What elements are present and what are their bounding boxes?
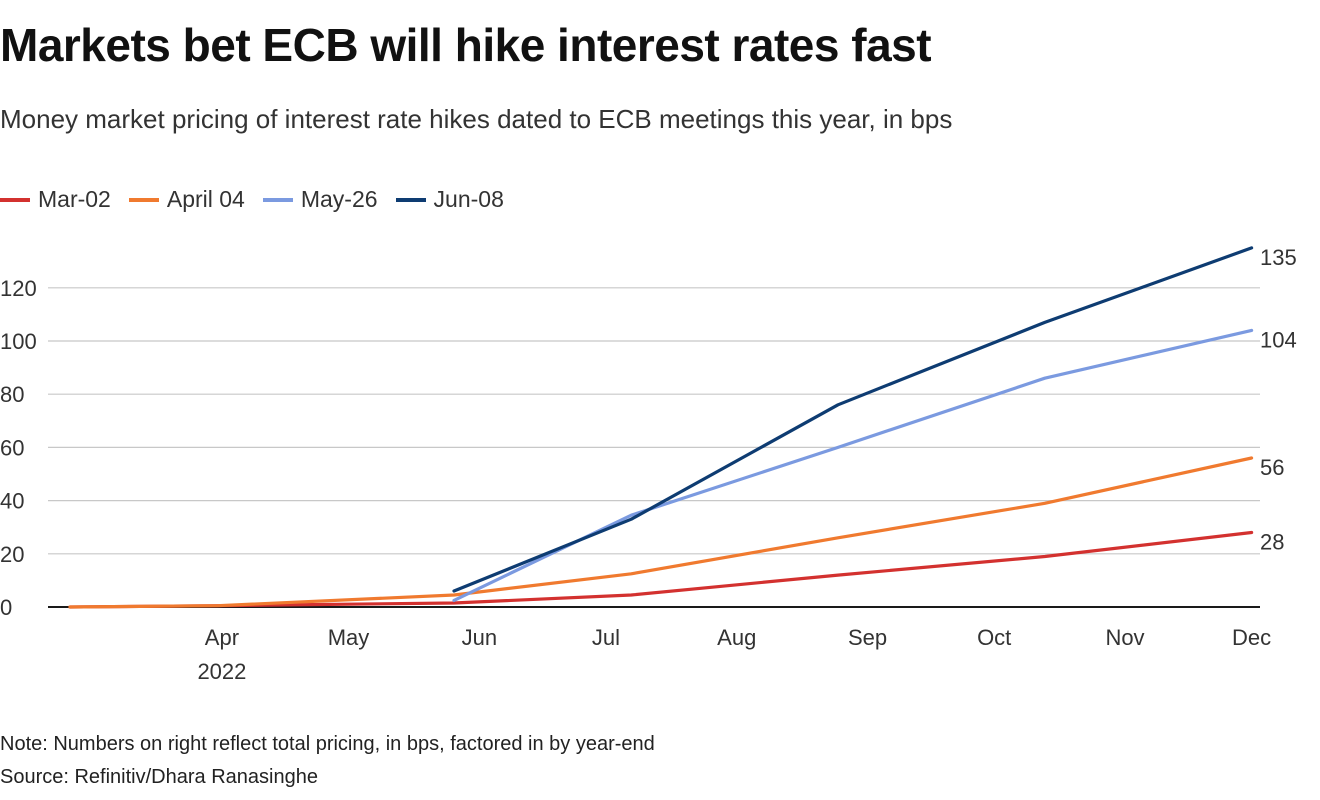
legend-swatch: [262, 197, 293, 202]
chart-source: Source: Refinitiv/Dhara Ranasinghe: [0, 766, 318, 788]
y-tick-label: 40: [0, 489, 24, 514]
x-tick-label: Aug: [717, 625, 756, 650]
x-tick-label: Nov: [1105, 625, 1144, 650]
legend-swatch: [0, 197, 30, 202]
legend-item-may-26: May-26: [262, 186, 378, 213]
line-chart: 0 20 40 60 80 100 120 Apr May Jun Jul Aug Sep Oct Nov D…: [0, 245, 1297, 684]
x-tick-label: Jul: [592, 625, 620, 650]
legend-label: Mar-02: [38, 186, 111, 212]
x-tick-label: Jun: [462, 625, 497, 650]
chart-title: Markets bet ECB will hike interest rates…: [0, 19, 932, 71]
legend-item-jun-08: Jun-08: [395, 186, 504, 213]
y-tick-label: 120: [0, 276, 37, 301]
y-tick-label: 0: [0, 595, 12, 620]
legend-label: Jun-08: [433, 186, 504, 212]
x-tick-label: Apr: [205, 625, 239, 650]
legend-swatch: [395, 197, 426, 202]
x-year-label: 2022: [197, 659, 246, 684]
legend-swatch: [128, 197, 159, 202]
series-line-may-26: [452, 328, 1254, 602]
chart-note: Note: Numbers on right reflect total pri…: [0, 733, 655, 755]
series-line-april-04: [68, 456, 1254, 609]
end-value-label: 56: [1260, 455, 1284, 480]
x-tick-label: Oct: [977, 625, 1011, 650]
series-line-jun-08: [452, 246, 1254, 593]
legend-item-mar-02: Mar-02: [0, 186, 111, 213]
y-tick-label: 20: [0, 542, 24, 567]
y-tick-label: 100: [0, 329, 37, 354]
end-value-label: 135: [1260, 245, 1297, 270]
legend: Mar-02 April 04 May-26 Jun-08: [0, 186, 504, 213]
chart-subtitle: Money market pricing of interest rate hi…: [0, 104, 953, 134]
x-tick-label: Dec: [1232, 625, 1271, 650]
end-value-label: 104: [1260, 327, 1297, 352]
legend-label: May-26: [300, 186, 378, 212]
legend-label: April 04: [166, 186, 245, 212]
end-value-label: 28: [1260, 530, 1284, 555]
y-tick-label: 60: [0, 435, 24, 460]
x-tick-label: May: [328, 625, 370, 650]
x-tick-label: Sep: [848, 625, 887, 650]
y-tick-label: 80: [0, 382, 24, 407]
legend-item-april-04: April 04: [128, 186, 245, 213]
